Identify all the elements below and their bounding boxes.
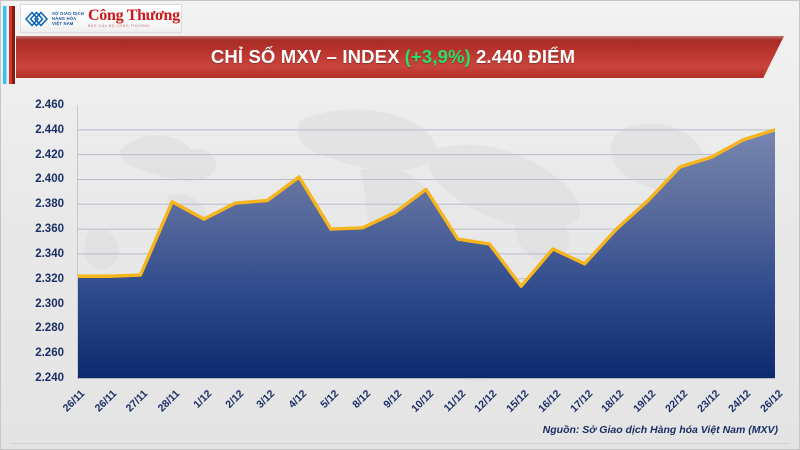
stripe-dark-red xyxy=(12,6,15,84)
chart-plot-area xyxy=(77,105,775,378)
logo-org-line2: HÀNG HÓA xyxy=(52,15,77,21)
chart-area-fill xyxy=(77,129,775,378)
y-axis-tick-label: 2.400 xyxy=(35,173,64,186)
stripe-red xyxy=(9,6,12,84)
y-axis-tick-label: 2.300 xyxy=(35,297,64,310)
y-axis-labels: 2.460 2.440 2.420 2.400 2.380 2.360 2.340 2.320… xyxy=(0,0,72,450)
logo-org-line3: VIỆT NAM xyxy=(52,21,74,27)
y-axis-tick-label: 2.440 xyxy=(35,123,64,136)
chart-svg xyxy=(77,128,775,378)
chart-x-axis-line xyxy=(77,378,775,379)
logo-org-line1: SỞ GIAO DỊCH xyxy=(52,10,85,16)
brand-accent-stripes xyxy=(0,0,18,88)
y-axis-tick-label: 2.280 xyxy=(35,322,64,335)
title-banner-background xyxy=(16,36,784,78)
chart-line-series xyxy=(77,128,775,288)
title-banner: CHỈ SỐ MXV – INDEX (+3,9%) 2.440 ĐIỂM xyxy=(16,36,784,78)
chart-title-main: CHỈ SỐ MXV – INDEX xyxy=(210,46,400,67)
y-axis-tick-label: 2.420 xyxy=(35,148,64,161)
footer-divider xyxy=(10,443,790,444)
logo-org-text: SỞ GIAO DỊCH HÀNG HÓA VIỆT NAM xyxy=(50,11,84,27)
y-axis-tick-label: 2.240 xyxy=(35,372,64,384)
stripe-cyan-light xyxy=(6,6,7,84)
chart-title-value: 2.440 ĐIỂM xyxy=(475,46,576,67)
y-axis-tick-label: 2.380 xyxy=(35,198,64,211)
publisher-logo: Công Thương BÁO CỦA BỘ CÔNG THƯƠNG xyxy=(88,8,180,28)
y-axis-tick-label: 2.320 xyxy=(35,272,64,285)
chart-title-percent: (+3,9%) xyxy=(404,46,471,67)
stripe-cyan xyxy=(3,6,6,84)
publisher-subtitle: BÁO CỦA BỘ CÔNG THƯƠNG xyxy=(88,24,150,29)
chart-y-axis-line xyxy=(77,105,78,378)
y-axis-tick-label: 2.460 xyxy=(35,99,64,111)
source-attribution: Nguồn: Sở Giao dịch Hàng hóa Việt Nam (M… xyxy=(542,424,778,436)
logo-bar: SỞ GIAO DỊCH HÀNG HÓA VIỆT NAM Công Thươ… xyxy=(20,4,182,33)
mxv-wave-logo-icon xyxy=(24,10,49,27)
chart-title: CHỈ SỐ MXV – INDEX (+3,9%) 2.440 ĐIỂM xyxy=(16,36,784,78)
publisher-name: Công Thương xyxy=(88,7,180,25)
y-axis-tick-label: 2.340 xyxy=(35,247,64,260)
y-axis-tick-label: 2.260 xyxy=(35,347,64,360)
title-banner-sheen xyxy=(16,36,784,40)
y-axis-tick-label: 2.360 xyxy=(35,223,64,236)
